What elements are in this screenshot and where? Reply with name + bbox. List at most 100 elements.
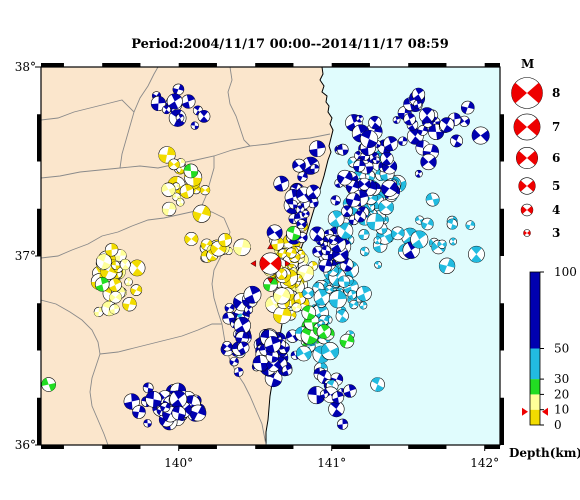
event-focal-mechanism xyxy=(414,169,423,178)
event-focal-mechanism xyxy=(347,290,357,300)
event-focal-mechanism xyxy=(366,213,384,231)
event-focal-mechanism xyxy=(337,169,353,186)
event-focal-mechanism xyxy=(161,182,176,197)
depth-tick-label: 100 xyxy=(554,265,577,279)
event-focal-mechanism xyxy=(229,356,239,367)
event-focal-mechanism xyxy=(335,309,349,323)
depth-marker-right xyxy=(542,407,548,416)
event-focal-mechanism xyxy=(158,146,176,164)
frame-bar-left xyxy=(37,114,41,162)
frame-bar-bottom xyxy=(408,445,447,449)
frame-bar-right xyxy=(500,397,504,445)
event-focal-mechanism xyxy=(221,340,233,352)
magnitude-legend-symbol xyxy=(520,203,534,217)
event-focal-mechanism xyxy=(437,239,447,249)
event-focal-mechanism xyxy=(446,218,458,230)
frame-bar-bottom xyxy=(484,445,500,449)
event-focal-mechanism xyxy=(244,305,254,315)
event-focal-mechanism xyxy=(292,158,306,173)
event-focal-mechanism xyxy=(160,402,171,413)
event-focal-mechanism xyxy=(465,220,476,231)
event-focal-mechanism xyxy=(468,245,485,263)
event-focal-mechanism xyxy=(337,418,349,430)
event-focal-mechanism xyxy=(184,232,199,246)
event-focal-mechanism xyxy=(360,129,379,149)
lon-tick-label: 142° xyxy=(470,456,499,470)
event-focal-mechanism xyxy=(183,163,199,179)
event-focal-mechanism xyxy=(301,209,310,218)
main-shock-arrow xyxy=(250,260,256,267)
event-focal-mechanism xyxy=(321,245,331,256)
depth-tick-label: 10 xyxy=(554,403,569,417)
magnitude-legend-symbol xyxy=(515,147,538,170)
magnitude-legend-symbol xyxy=(513,113,541,141)
event-focal-mechanism xyxy=(336,143,349,156)
event-focal-mechanism xyxy=(128,259,146,277)
event-focal-mechanism xyxy=(169,390,188,409)
magnitude-legend-symbol xyxy=(523,229,531,237)
main-shock-arrow xyxy=(267,243,274,250)
depth-color-segment xyxy=(530,394,540,410)
event-focal-mechanism xyxy=(179,184,195,199)
lat-tick-label: 37° xyxy=(15,249,36,263)
magnitude-legend-label: 4 xyxy=(552,203,560,217)
event-focal-mechanism xyxy=(297,171,308,182)
event-focal-mechanism xyxy=(168,158,180,171)
depth-legend-caption: Depth(km) xyxy=(509,446,580,460)
event-focal-mechanism xyxy=(358,229,370,241)
lon-tick-label: 141° xyxy=(317,456,346,470)
main-shock-focal-mechanism xyxy=(250,243,291,284)
axis-tick-labels: 140° 141° 142° 38° 37° 36° xyxy=(15,60,499,470)
event-focal-mechanism xyxy=(328,400,345,418)
event-focal-mechanism xyxy=(124,277,133,287)
event-focal-mechanism xyxy=(341,205,353,218)
event-focal-mechanism xyxy=(336,222,354,240)
event-focal-mechanism xyxy=(266,224,283,241)
event-focal-mechanism xyxy=(380,179,398,197)
frame-bar-right xyxy=(500,114,504,162)
event-focal-mechanism xyxy=(450,134,463,148)
event-focal-mechanism xyxy=(166,93,183,110)
event-focal-mechanism xyxy=(273,287,291,305)
page-title: Period:2004/11/17 00:00--2014/11/17 08:5… xyxy=(131,37,449,52)
event-focal-mechanism xyxy=(380,151,394,166)
event-focal-mechanism xyxy=(309,163,320,174)
event-focal-mechanism xyxy=(307,386,326,405)
event-focal-mechanism xyxy=(439,117,455,133)
event-focal-mechanism xyxy=(233,367,244,377)
frame-bar-top xyxy=(484,63,500,67)
event-focal-mechanism xyxy=(175,113,185,123)
frame-bar-left xyxy=(37,303,41,351)
event-focal-mechanism xyxy=(421,217,434,231)
event-focal-mechanism xyxy=(281,365,293,376)
event-focal-mechanism xyxy=(108,278,122,292)
event-focal-mechanism xyxy=(358,177,371,191)
event-focal-mechanism xyxy=(420,153,437,171)
magnitude-legend-label: 6 xyxy=(552,151,560,165)
event-focal-mechanism xyxy=(109,291,122,304)
event-focal-mechanism xyxy=(296,345,312,362)
depth-tick-label: 0 xyxy=(554,418,562,432)
event-focal-mechanism xyxy=(308,140,326,158)
event-focal-mechanism xyxy=(370,377,385,392)
event-focal-mechanism xyxy=(345,192,361,208)
event-focal-mechanism xyxy=(319,389,329,399)
event-focal-mechanism xyxy=(161,105,171,115)
event-focal-mechanism xyxy=(374,261,382,269)
event-focal-mechanism xyxy=(418,107,436,124)
event-focal-mechanism xyxy=(355,114,364,123)
magnitude-legend-label: 3 xyxy=(552,226,560,240)
frame-bar-left xyxy=(37,208,41,256)
event-focal-mechanism xyxy=(343,384,357,398)
event-focal-mechanism xyxy=(181,94,196,109)
event-focal-mechanism xyxy=(316,324,332,339)
event-focal-mechanism xyxy=(330,195,341,206)
event-focal-mechanism xyxy=(119,258,131,270)
event-focal-mechanism xyxy=(285,247,297,259)
event-focal-mechanism xyxy=(111,260,121,270)
event-focal-mechanism xyxy=(398,136,408,146)
frame-bar-top xyxy=(331,63,370,67)
event-focal-mechanism xyxy=(356,285,372,302)
event-focal-mechanism xyxy=(161,201,177,217)
event-focal-mechanism xyxy=(327,210,345,228)
